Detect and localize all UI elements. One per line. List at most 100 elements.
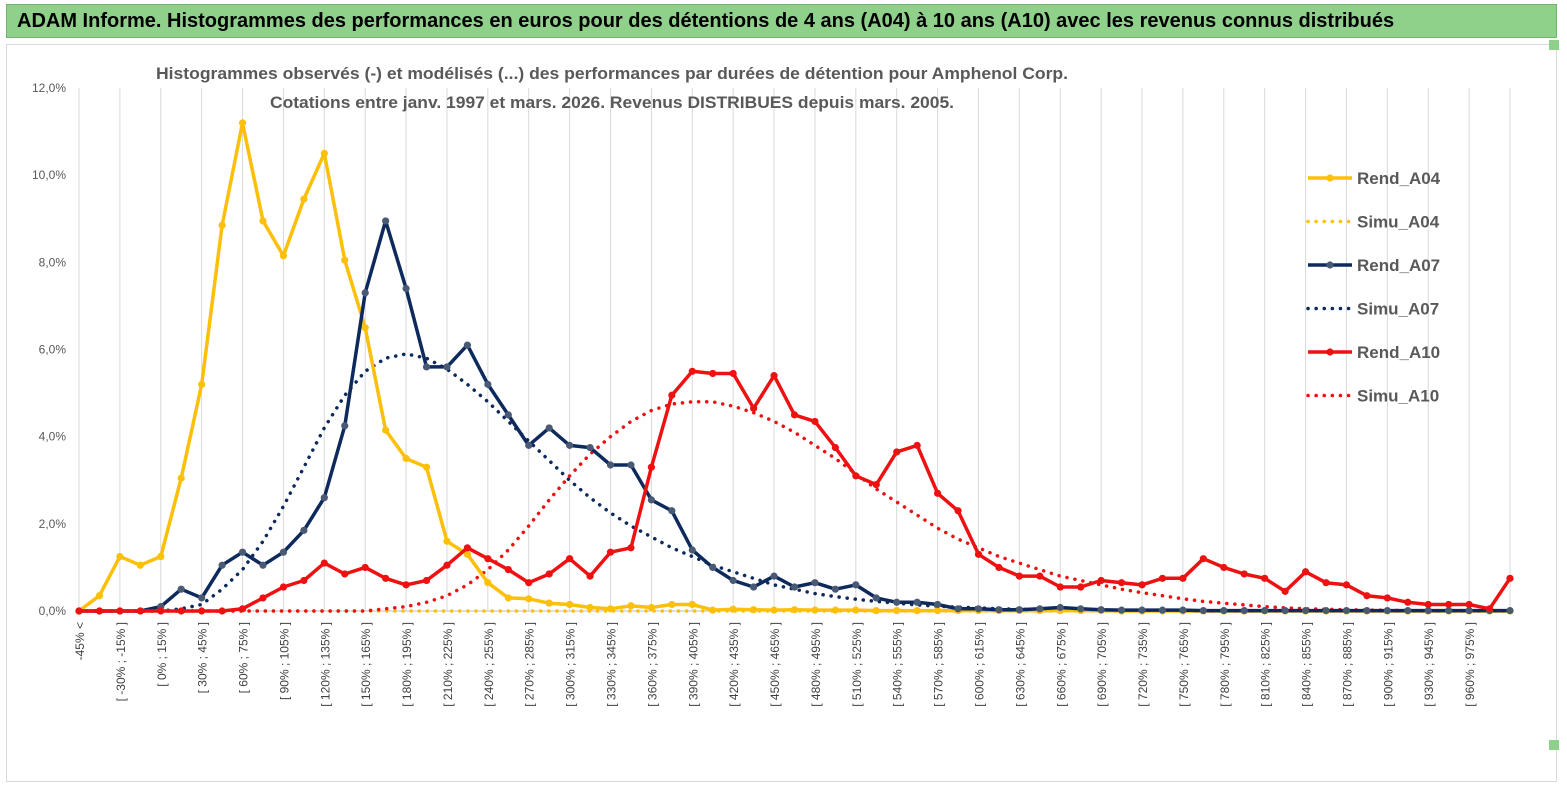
- series-rend-a07-point: [198, 594, 206, 602]
- legend-rend-a04-marker: [1326, 174, 1334, 182]
- series-rend-a07-point: [177, 585, 185, 593]
- x-tick-label: [ 360% ; 375% ]: [645, 622, 659, 707]
- series-rend-a04-point: [831, 606, 839, 614]
- series-rend-a07-point: [688, 546, 696, 554]
- x-tick-label: [ 120% ; 135% ]: [318, 622, 332, 707]
- series-rend-a10-point: [1424, 600, 1432, 609]
- y-tick-label: 12,0%: [32, 81, 66, 95]
- series-rend-a10-point: [75, 607, 83, 615]
- series-rend-a10-point: [790, 411, 799, 419]
- x-tick-label: [ 150% ; 165% ]: [359, 622, 373, 707]
- series-rend-a07-point: [729, 576, 737, 585]
- x-tick-label: [ 90% ; 105% ]: [277, 622, 291, 700]
- series-rend-a04-point: [484, 579, 492, 587]
- series-rend-a10-point: [279, 583, 288, 591]
- series-rend-a10-point: [1363, 592, 1371, 600]
- x-tick-label: [ 930% ; 945% ]: [1422, 622, 1436, 707]
- series-rend-a07-point: [1097, 606, 1105, 614]
- series-rend-a10-point: [811, 417, 819, 426]
- series-rend-a04-point: [627, 602, 635, 610]
- series-rend-a07-point: [1424, 606, 1432, 615]
- x-tick-label: [ 660% ; 675% ]: [1054, 622, 1068, 707]
- series-rend-a10-point: [300, 576, 308, 585]
- series-rend-a07-point: [443, 363, 451, 371]
- series-rend-a10-point: [1322, 579, 1330, 587]
- x-tick-label: [ 450% ; 465% ]: [768, 622, 782, 707]
- series-rend-a07-point: [1036, 605, 1044, 613]
- series-rend-a04-point: [647, 603, 656, 612]
- legend-simu-a04-label: Simu_A04: [1357, 213, 1440, 232]
- series-rend-a04-point: [157, 552, 165, 561]
- series-rend-a07-point: [259, 561, 267, 569]
- series-rend-a04-point: [852, 606, 860, 614]
- chart-frame: [6, 44, 1557, 782]
- series-rend-a04-point: [259, 217, 267, 225]
- x-tick-label: [ 180% ; 195% ]: [400, 622, 414, 707]
- corner-mark: [1549, 40, 1559, 50]
- series-rend-a10-point: [443, 561, 451, 569]
- series-rend-a04-point: [893, 606, 901, 615]
- page-banner: ADAM Informe. Histogrammes des performan…: [6, 4, 1557, 38]
- series-rend-a10-point: [463, 544, 472, 552]
- series-rend-a10-point: [709, 369, 717, 378]
- series-rend-a07-point: [1506, 606, 1514, 615]
- series-rend-a04-point: [361, 324, 369, 332]
- series-rend-a10-point: [1036, 572, 1044, 580]
- series-rend-a10-point: [1301, 568, 1310, 576]
- chart-subtitle: Cotations entre janv. 1997 et mars. 2026…: [270, 93, 954, 112]
- series-rend-a07-point: [606, 461, 615, 469]
- series-rend-a10-point: [566, 555, 574, 563]
- series-rend-a07-point: [1342, 606, 1351, 615]
- series-rend-a10-point: [1158, 574, 1167, 582]
- x-tick-label: [ 390% ; 405% ]: [686, 622, 700, 707]
- series-rend-a07-point: [463, 341, 472, 349]
- series-rend-a10-point: [525, 579, 533, 587]
- series-rend-a10-point: [177, 607, 185, 615]
- series-rend-a04-point: [934, 606, 942, 615]
- series-rend-a10-point: [627, 544, 635, 552]
- series-rend-a07-point: [300, 526, 308, 534]
- series-rend-a04-point: [177, 474, 185, 482]
- series-rend-a10-point: [484, 555, 492, 563]
- series-rend-a04-point: [504, 594, 512, 602]
- series-rend-a10-point: [1117, 579, 1126, 587]
- series-rend-a10-point: [259, 594, 267, 602]
- x-tick-label: [ 420% ; 435% ]: [727, 622, 741, 707]
- series-rend-a07-point: [422, 363, 431, 371]
- series-rend-a04-point: [811, 606, 819, 614]
- series-rend-a07-point: [1117, 606, 1126, 614]
- legend-rend-a04-label: Rend_A04: [1357, 169, 1441, 188]
- series-rend-a10-point: [1281, 587, 1289, 595]
- series-rend-a07-point: [852, 581, 860, 589]
- series-rend-a07-point: [1363, 606, 1371, 615]
- series-rend-a07-point: [954, 605, 962, 613]
- series-rend-a07-point: [504, 411, 512, 419]
- series-rend-a04-point: [668, 600, 676, 609]
- y-tick-label: 4,0%: [39, 430, 67, 444]
- corner-mark-bottom: [1549, 740, 1559, 750]
- series-rend-a10-point: [422, 576, 431, 585]
- series-rend-a10-point: [545, 570, 553, 578]
- x-tick-label: [ -30% ; -15% ]: [114, 622, 128, 701]
- series-rend-a10-point: [1138, 581, 1146, 589]
- series-rend-a07-point: [1179, 606, 1187, 614]
- series-rend-a10-point: [1404, 598, 1412, 606]
- series-rend-a10-point: [402, 581, 410, 589]
- series-rend-a07-point: [893, 598, 901, 606]
- series-rend-a10-point: [157, 607, 165, 615]
- series-rend-a10-point: [218, 607, 226, 615]
- series-rend-a07-point: [872, 594, 880, 602]
- x-tick-label: [ 840% ; 855% ]: [1300, 622, 1314, 707]
- series-rend-a07-point: [1015, 606, 1023, 614]
- series-rend-a07-point: [1465, 606, 1473, 615]
- series-rend-a04-point: [566, 600, 574, 609]
- series-rend-a04-point: [729, 605, 737, 613]
- series-rend-a07-point: [750, 583, 758, 591]
- legend-rend-a07-label: Rend_A07: [1357, 256, 1440, 275]
- series-rend-a10-point: [1179, 574, 1187, 582]
- x-tick-label: [ 570% ; 585% ]: [932, 622, 946, 707]
- x-tick-label: [ 870% ; 885% ]: [1340, 622, 1354, 707]
- series-rend-a10-point: [770, 372, 778, 380]
- x-tick-label: [ 750% ; 765% ]: [1177, 622, 1191, 707]
- series-rend-a10-point: [1445, 600, 1453, 609]
